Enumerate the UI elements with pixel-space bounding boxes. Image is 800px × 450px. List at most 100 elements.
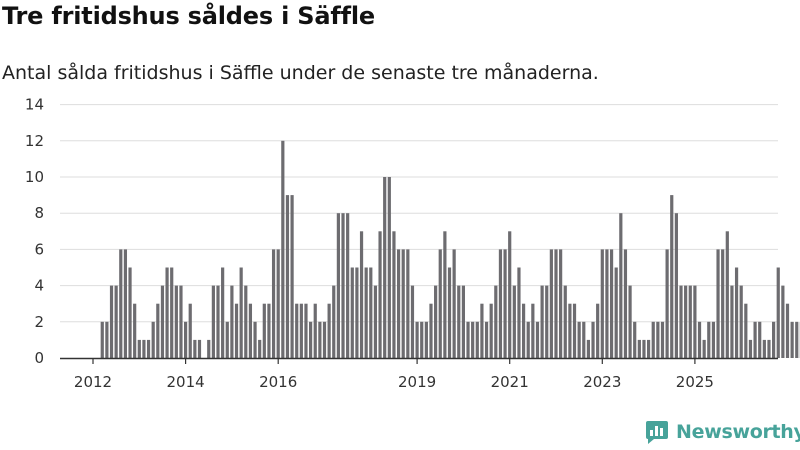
y-axis-ticks: 0 2 4 6 8 10 12 14	[25, 96, 44, 367]
bar	[665, 249, 669, 358]
bar	[100, 321, 104, 358]
x-tick-label: 2021	[491, 373, 529, 391]
bar	[253, 321, 257, 358]
bar	[114, 285, 118, 358]
bar	[711, 321, 716, 358]
bar	[795, 321, 799, 358]
y-tick-label: 14	[25, 96, 44, 114]
bar	[512, 285, 516, 358]
bar	[674, 213, 678, 358]
bar	[142, 339, 146, 358]
x-tick-label: 2019	[398, 373, 436, 391]
bar	[716, 249, 720, 358]
bar	[772, 321, 776, 358]
bar	[137, 339, 141, 358]
bar	[744, 303, 748, 358]
x-tick-label: 2012	[74, 373, 112, 391]
bar	[753, 321, 757, 358]
bar	[614, 267, 618, 358]
bar	[494, 285, 498, 358]
bar	[554, 249, 558, 358]
bar	[295, 303, 299, 358]
bar	[623, 249, 628, 358]
bar	[545, 285, 549, 358]
bar	[457, 285, 461, 358]
newsworthy-logo: Newsworthy	[644, 419, 800, 445]
bar	[207, 339, 211, 358]
bar	[355, 267, 359, 358]
bar	[568, 303, 572, 358]
bar	[619, 213, 623, 358]
bar-chart-logo-icon	[646, 421, 668, 444]
bar	[651, 321, 655, 358]
bar	[748, 339, 753, 358]
bar	[559, 249, 563, 358]
bar	[521, 303, 526, 358]
bar	[781, 285, 785, 358]
bar	[318, 321, 322, 358]
bar	[447, 267, 452, 358]
bar	[452, 249, 456, 358]
x-tick-label: 2016	[259, 373, 297, 391]
bar	[401, 249, 405, 358]
x-tick-label: 2023	[583, 373, 621, 391]
bar	[304, 303, 308, 358]
bar	[415, 321, 419, 358]
bar	[290, 195, 294, 358]
bar	[498, 249, 503, 358]
bar	[535, 321, 540, 358]
bar	[336, 213, 340, 358]
bar	[350, 267, 354, 358]
bar	[480, 303, 484, 358]
bar	[313, 303, 317, 358]
y-tick-label: 10	[25, 168, 44, 186]
bar	[776, 267, 780, 358]
bar	[387, 177, 391, 358]
bar	[424, 321, 428, 358]
bar	[322, 321, 327, 358]
bar	[517, 267, 521, 358]
y-tick-label: 12	[25, 132, 44, 150]
bar	[660, 321, 665, 358]
bar	[165, 267, 169, 358]
bar	[596, 303, 600, 358]
bar-chart: 0 2 4 6 8 10 12 14 2012 2014 2016 2019 2021 2023 2025…	[25, 96, 800, 391]
bar	[637, 339, 641, 358]
bar	[420, 321, 424, 358]
bar	[225, 321, 229, 358]
bar	[438, 249, 442, 358]
bar	[707, 321, 711, 358]
bar	[600, 249, 604, 358]
bar	[693, 285, 697, 358]
bar	[730, 285, 734, 358]
bar	[656, 321, 660, 358]
bar	[364, 267, 368, 358]
y-tick-label: 0	[34, 349, 44, 367]
bar	[378, 231, 382, 358]
x-tick-label: 2014	[167, 373, 205, 391]
bar	[633, 321, 637, 358]
bar	[767, 339, 771, 358]
bar	[475, 321, 479, 358]
x-tick-label: 2025	[676, 373, 714, 391]
bar	[276, 249, 280, 358]
bar	[248, 303, 253, 358]
bar	[471, 321, 475, 358]
bar	[346, 213, 350, 358]
bar	[179, 285, 183, 358]
bar	[461, 285, 465, 358]
chart-title: Tre fritidshus såldes i Säffle	[2, 2, 375, 30]
bar	[239, 267, 243, 358]
bar	[697, 321, 702, 358]
bar	[230, 285, 234, 358]
bar	[221, 267, 225, 358]
bar	[193, 339, 197, 358]
y-tick-label: 2	[34, 313, 44, 331]
bar	[466, 321, 470, 358]
bar	[762, 339, 766, 358]
bar	[128, 267, 132, 358]
bar	[262, 303, 266, 358]
bar	[160, 285, 165, 358]
bar	[605, 249, 609, 358]
bar	[582, 321, 586, 358]
